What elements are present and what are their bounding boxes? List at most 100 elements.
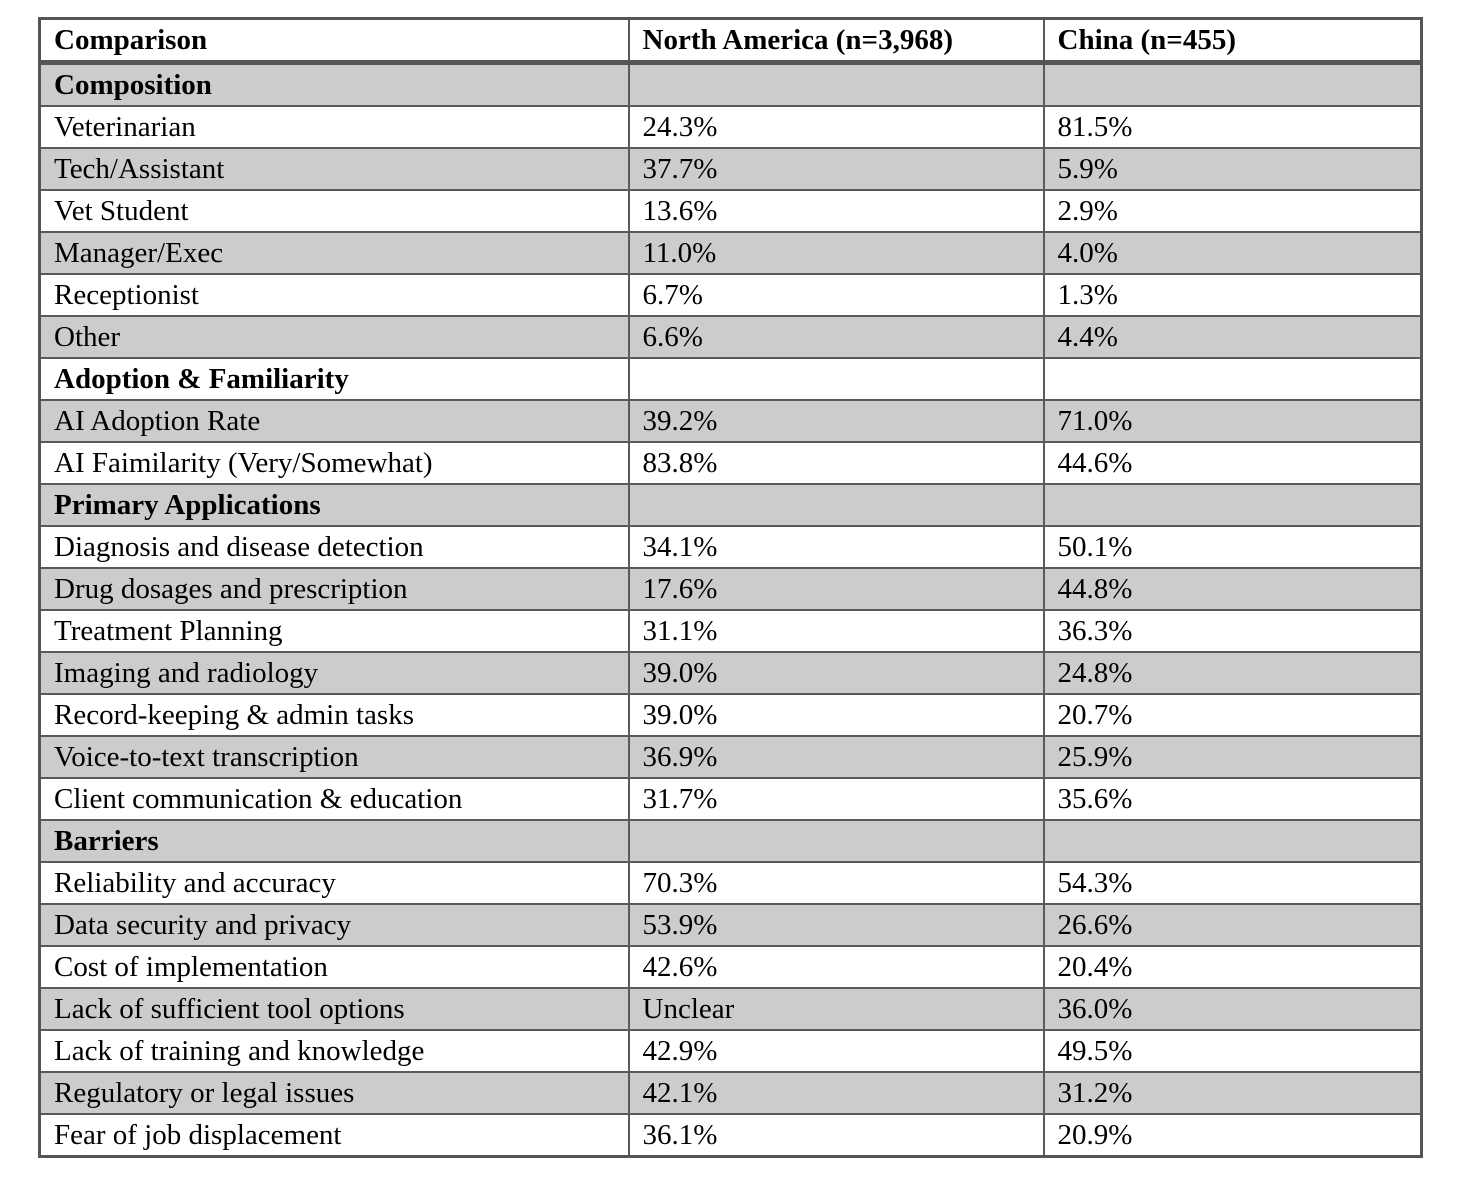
table-row: Tech/Assistant 37.7% 5.9% (38, 147, 1423, 191)
north-america-value-cell (627, 819, 1045, 863)
china-value-cell: 44.8% (1042, 567, 1423, 611)
north-america-value-cell (627, 61, 1045, 107)
row-label-cell: Cost of implementation (38, 945, 630, 989)
section-label-cell: Adoption & Familiarity (38, 357, 630, 401)
section-row: Composition (38, 61, 1423, 107)
table-row: Record-keeping & admin tasks 39.0% 20.7% (38, 693, 1423, 737)
section-row: Primary Applications (38, 483, 1423, 527)
north-america-value-cell: 42.1% (627, 1071, 1045, 1115)
table-row: Treatment Planning 31.1% 36.3% (38, 609, 1423, 653)
table-header: Comparison North America (n=3,968) China… (38, 17, 1423, 65)
row-label-cell: Vet Student (38, 189, 630, 233)
table-row: Lack of training and knowledge 42.9% 49.5% (38, 1029, 1423, 1073)
north-america-value-cell: 39.0% (627, 651, 1045, 695)
china-value-cell: 1.3% (1042, 273, 1423, 317)
china-value-cell: 71.0% (1042, 399, 1423, 443)
north-america-value-cell: 17.6% (627, 567, 1045, 611)
north-america-value-cell: 42.6% (627, 945, 1045, 989)
china-value-cell (1042, 357, 1423, 401)
row-label-cell: AI Faimilarity (Very/Somewhat) (38, 441, 630, 485)
china-value-cell: 50.1% (1042, 525, 1423, 569)
north-america-value-cell (627, 357, 1045, 401)
row-label-cell: Manager/Exec (38, 231, 630, 275)
table-row: Drug dosages and prescription 17.6% 44.8% (38, 567, 1423, 611)
north-america-value-cell: 31.7% (627, 777, 1045, 821)
row-label-cell: Record-keeping & admin tasks (38, 693, 630, 737)
china-value-cell (1042, 819, 1423, 863)
north-america-value-cell: 42.9% (627, 1029, 1045, 1073)
table-row: Vet Student 13.6% 2.9% (38, 189, 1423, 233)
china-value-cell (1042, 483, 1423, 527)
row-label-cell: Client communication & education (38, 777, 630, 821)
row-label-cell: AI Adoption Rate (38, 399, 630, 443)
north-america-value-cell: 70.3% (627, 861, 1045, 905)
table-row: Lack of sufficient tool options Unclear 36… (38, 987, 1423, 1031)
china-value-cell: 36.3% (1042, 609, 1423, 653)
table-row: AI Adoption Rate 39.2% 71.0% (38, 399, 1423, 443)
china-value-cell: 20.9% (1042, 1113, 1423, 1158)
table-row: Regulatory or legal issues 42.1% 31.2% (38, 1071, 1423, 1115)
row-label-cell: Regulatory or legal issues (38, 1071, 630, 1115)
china-value-cell: 2.9% (1042, 189, 1423, 233)
north-america-value-cell: 31.1% (627, 609, 1045, 653)
table-row: Imaging and radiology 39.0% 24.8% (38, 651, 1423, 695)
table-row: AI Faimilarity (Very/Somewhat) 83.8% 44.6% (38, 441, 1423, 485)
section-row: Barriers (38, 819, 1423, 863)
north-america-value-cell: Unclear (627, 987, 1045, 1031)
section-label-cell: Barriers (38, 819, 630, 863)
row-label-cell: Veterinarian (38, 105, 630, 149)
north-america-value-cell: 53.9% (627, 903, 1045, 947)
row-label-cell: Lack of training and knowledge (38, 1029, 630, 1073)
table-row: Diagnosis and disease detection 34.1% 50.1… (38, 525, 1423, 569)
table-row: Reliability and accuracy 70.3% 54.3% (38, 861, 1423, 905)
row-label-cell: Fear of job displacement (38, 1113, 630, 1158)
north-america-value-cell: 6.6% (627, 315, 1045, 359)
row-label-cell: Voice-to-text transcription (38, 735, 630, 779)
row-label-cell: Drug dosages and prescription (38, 567, 630, 611)
header-cell-comparison: Comparison (38, 17, 630, 65)
china-value-cell: 31.2% (1042, 1071, 1423, 1115)
china-value-cell: 49.5% (1042, 1029, 1423, 1073)
china-value-cell: 4.0% (1042, 231, 1423, 275)
table-row: Fear of job displacement 36.1% 20.9% (38, 1113, 1423, 1158)
comparison-table: Comparison North America (n=3,968) China… (38, 17, 1423, 1158)
row-label-cell: Other (38, 315, 630, 359)
section-label-cell: Composition (38, 61, 630, 107)
table-row: Cost of implementation 42.6% 20.4% (38, 945, 1423, 989)
china-value-cell: 24.8% (1042, 651, 1423, 695)
table-row: Receptionist 6.7% 1.3% (38, 273, 1423, 317)
china-value-cell (1042, 61, 1423, 107)
china-value-cell: 35.6% (1042, 777, 1423, 821)
table-body: Composition Veterinarian 24.3% 81.5% Tech/As… (38, 61, 1423, 1158)
header-row: Comparison North America (n=3,968) China… (38, 17, 1423, 65)
north-america-value-cell: 36.1% (627, 1113, 1045, 1158)
header-cell-china: China (n=455) (1042, 17, 1423, 65)
row-label-cell: Lack of sufficient tool options (38, 987, 630, 1031)
row-label-cell: Data security and privacy (38, 903, 630, 947)
section-label-cell: Primary Applications (38, 483, 630, 527)
table-row: Voice-to-text transcription 36.9% 25.9% (38, 735, 1423, 779)
table-row: Client communication & education 31.7% 35.… (38, 777, 1423, 821)
north-america-value-cell: 6.7% (627, 273, 1045, 317)
table-row: Other 6.6% 4.4% (38, 315, 1423, 359)
north-america-value-cell: 36.9% (627, 735, 1045, 779)
north-america-value-cell: 39.2% (627, 399, 1045, 443)
section-row: Adoption & Familiarity (38, 357, 1423, 401)
north-america-value-cell: 11.0% (627, 231, 1045, 275)
row-label-cell: Tech/Assistant (38, 147, 630, 191)
north-america-value-cell (627, 483, 1045, 527)
table-row: Manager/Exec 11.0% 4.0% (38, 231, 1423, 275)
china-value-cell: 25.9% (1042, 735, 1423, 779)
table-row: Veterinarian 24.3% 81.5% (38, 105, 1423, 149)
china-value-cell: 5.9% (1042, 147, 1423, 191)
table-row: Data security and privacy 53.9% 26.6% (38, 903, 1423, 947)
china-value-cell: 20.4% (1042, 945, 1423, 989)
north-america-value-cell: 13.6% (627, 189, 1045, 233)
north-america-value-cell: 34.1% (627, 525, 1045, 569)
row-label-cell: Treatment Planning (38, 609, 630, 653)
row-label-cell: Imaging and radiology (38, 651, 630, 695)
china-value-cell: 54.3% (1042, 861, 1423, 905)
china-value-cell: 36.0% (1042, 987, 1423, 1031)
row-label-cell: Receptionist (38, 273, 630, 317)
china-value-cell: 44.6% (1042, 441, 1423, 485)
